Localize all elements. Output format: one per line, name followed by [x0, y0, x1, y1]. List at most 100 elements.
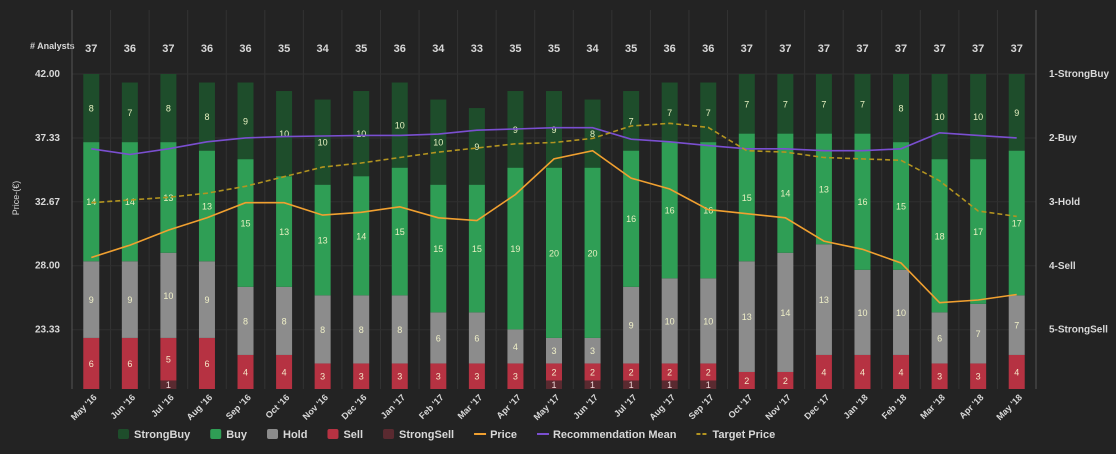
legend-swatch-sell[interactable] — [327, 429, 339, 439]
legend-item-label[interactable]: StrongBuy — [134, 429, 191, 441]
analyst-count-label: 34 — [432, 43, 445, 55]
bar-segment-label: 4 — [513, 342, 518, 352]
bar-segment-strongsell — [160, 380, 177, 389]
bar-segment-buy — [83, 142, 100, 262]
bar-segment-strongbuy — [893, 74, 910, 143]
bar-segment-label: 8 — [243, 316, 248, 326]
bar-segment-hold — [468, 312, 485, 364]
bar-segment-buy — [391, 167, 408, 296]
y-tick-label: 42.00 — [35, 69, 60, 80]
bar-segment-buy — [854, 133, 871, 270]
legend[interactable]: StrongBuy Buy Hold Sell StrongSell Price Recom… — [118, 429, 775, 441]
bar-segment-label: 13 — [279, 227, 289, 237]
legend-swatch-buy[interactable] — [210, 429, 222, 439]
legend-item-label[interactable]: Price — [490, 429, 517, 441]
bar-segment-strongbuy — [430, 99, 447, 185]
legend-swatch-strongsell[interactable] — [383, 429, 395, 439]
analyst-count-label: 35 — [548, 43, 560, 55]
legend-item-label[interactable]: Buy — [226, 429, 248, 441]
bar-segment-sell — [430, 363, 447, 389]
bar-segment-label: 8 — [397, 325, 402, 335]
analyst-count-label: 37 — [933, 43, 945, 55]
bar-segment-strongbuy — [198, 82, 215, 151]
bar-segment-label: 16 — [665, 206, 675, 216]
bar-segment-label: 3 — [976, 372, 981, 382]
bar-segment-strongbuy — [815, 74, 832, 134]
bar-segment-label: 3 — [513, 372, 518, 382]
bar-segment-buy — [777, 133, 794, 253]
legend-item-label[interactable]: Sell — [343, 429, 363, 441]
analyst-count-label: 36 — [664, 43, 676, 55]
legend-swatch-hold[interactable] — [267, 429, 279, 439]
bar-segment-strongbuy — [738, 74, 755, 134]
bar-segment-buy — [546, 167, 562, 338]
bar-segment-label: 6 — [127, 359, 132, 369]
bar-segment-buy — [198, 150, 215, 262]
bar-segment-strongbuy — [160, 74, 177, 143]
analyst-count-label: 37 — [85, 43, 97, 55]
bar-segment-label: 9 — [474, 142, 479, 152]
rating-axis-label: 2-Buy — [1049, 133, 1077, 144]
bar-segment-sell — [1008, 354, 1025, 389]
legend-item-label[interactable]: StrongSell — [399, 429, 454, 441]
bar-segment-label: 3 — [937, 372, 942, 382]
bar-segment-hold — [314, 295, 331, 364]
legend-item-label[interactable]: Target Price — [712, 429, 775, 441]
bar-segment-label: 10 — [935, 112, 945, 122]
y-axis-title: Price-(€) — [11, 181, 21, 216]
bar-segment-strongbuy — [391, 82, 408, 168]
bar-segment-sell — [198, 337, 215, 389]
bar-segment-hold — [623, 286, 640, 364]
bar-segment-strongbuy — [546, 91, 562, 168]
bar-segment-label: 7 — [821, 99, 826, 109]
legend-swatch-strongbuy[interactable] — [118, 429, 129, 439]
bar-segment-label: 2 — [706, 367, 711, 377]
bar-segment-label: 7 — [783, 99, 788, 109]
bar-segment-buy — [1008, 150, 1025, 296]
bar-segment-sell — [854, 354, 871, 389]
bar-segment-label: 14 — [356, 231, 366, 241]
rating-axis-label: 3-Hold — [1049, 197, 1080, 208]
bar-segment-hold — [507, 329, 524, 364]
bar-segment-label: 14 — [780, 308, 790, 318]
bar-segment-buy — [584, 167, 601, 338]
bar-segment-label: 10 — [857, 308, 867, 318]
bar-segment-label: 2 — [744, 376, 749, 386]
bar-segment-label: 15 — [472, 244, 482, 254]
bar-segment-label: 2 — [551, 367, 556, 377]
bar-segment-label: 6 — [937, 333, 942, 343]
bar-segment-sell — [623, 363, 640, 381]
bar-segment-hold — [160, 252, 177, 338]
bar-segment-hold — [121, 261, 138, 338]
bar-segment-label: 13 — [163, 193, 173, 203]
bar-segment-strongbuy — [931, 74, 948, 160]
bar-segment-strongsell — [546, 380, 562, 389]
legend-item-label[interactable]: Hold — [283, 429, 307, 441]
bar-segment-sell — [661, 363, 678, 381]
bar-segment-hold — [430, 312, 447, 364]
bar-segment-label: 2 — [629, 367, 634, 377]
bar-segment-label: 9 — [629, 321, 634, 331]
bar-segment-label: 6 — [89, 359, 94, 369]
bar-segment-strongbuy — [1008, 74, 1025, 151]
bar-segment-sell — [237, 354, 254, 389]
bar-segment-hold — [893, 269, 910, 355]
bar-segment-strongbuy — [276, 91, 293, 177]
analyst-count-label: 36 — [702, 43, 714, 55]
bar-segment-label: 15 — [433, 244, 443, 254]
bar-segment-label: 6 — [474, 333, 479, 343]
bar-segment-buy — [507, 167, 524, 330]
analyst-count-label: 37 — [818, 43, 830, 55]
bar-segment-sell — [970, 363, 987, 389]
bar-segment-label: 17 — [973, 227, 983, 237]
bar-segment-label: 3 — [590, 346, 595, 356]
legend-item-label[interactable]: Recommendation Mean — [553, 429, 677, 441]
analyst-count-label: 37 — [779, 43, 791, 55]
bar-segment-sell — [584, 363, 601, 381]
bar-segment-label: 5 — [166, 355, 171, 365]
bar-segment-label: 1 — [590, 380, 595, 390]
bar-segment-strongbuy — [777, 74, 794, 134]
analysts-header-label: # Analysts — [30, 41, 75, 51]
bar-segment-sell — [738, 371, 755, 389]
bar-segment-label: 1 — [629, 380, 634, 390]
